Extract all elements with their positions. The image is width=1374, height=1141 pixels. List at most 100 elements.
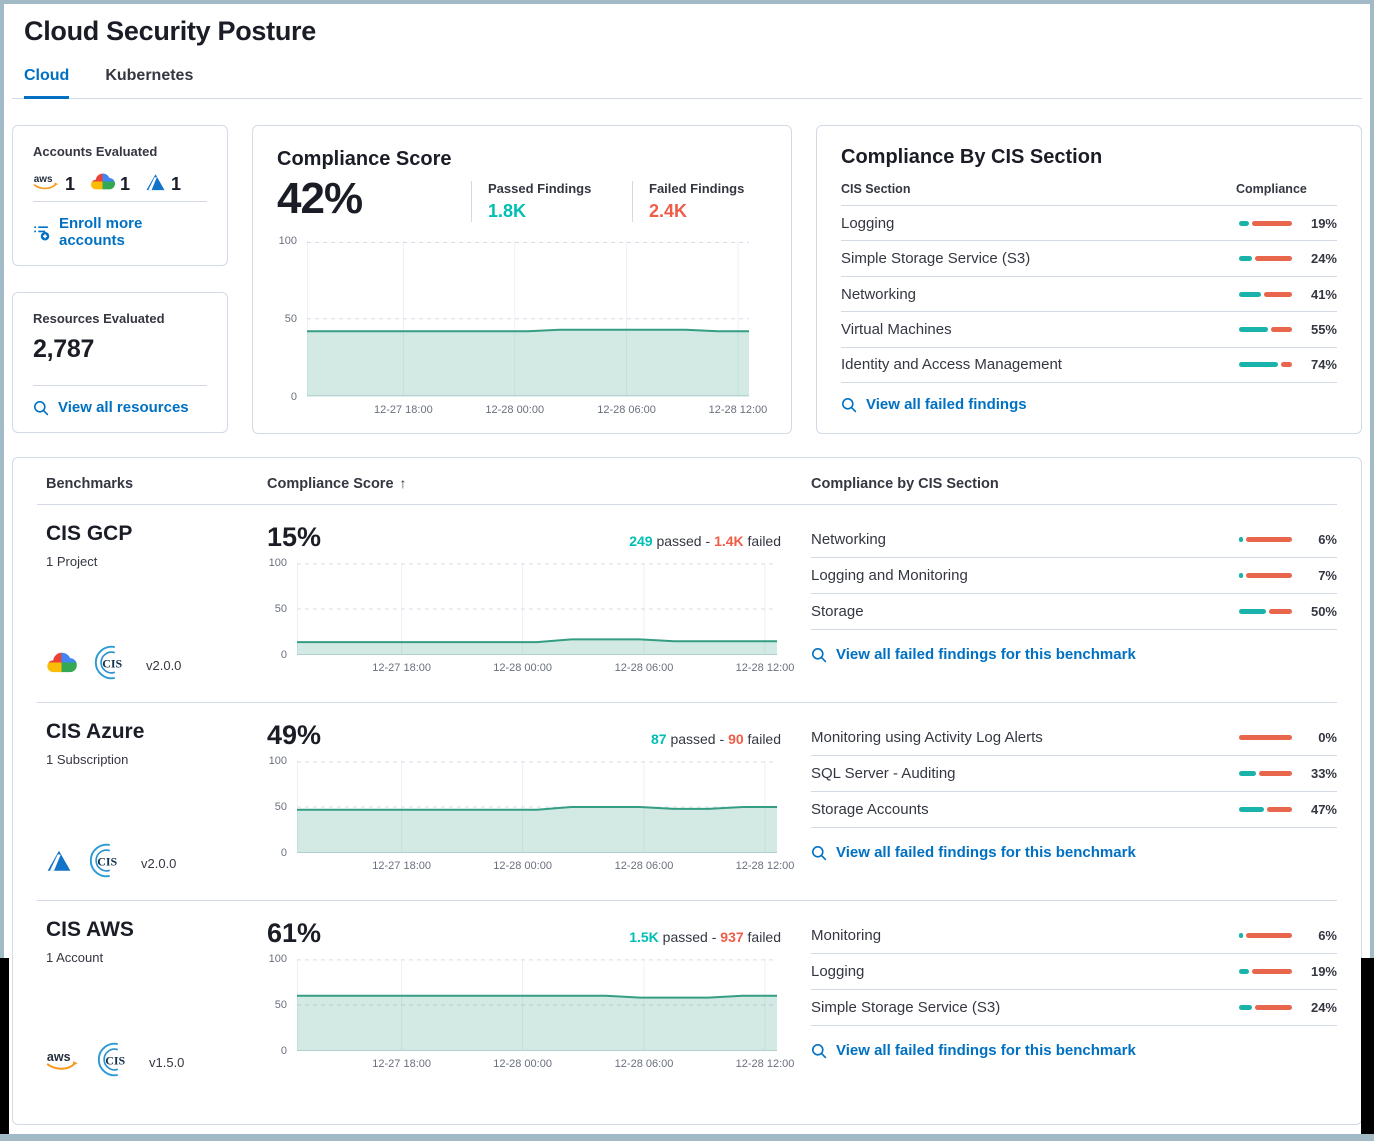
compliance-bar: [1239, 969, 1292, 974]
azure-logo-icon: [46, 849, 72, 877]
passed-failed-summary: 87 passed - 90 failed: [650, 731, 781, 747]
failed-findings-value: 2.4K: [649, 201, 688, 221]
passed-findings-value: 1.8K: [488, 201, 527, 221]
resources-evaluated-title: Resources Evaluated: [33, 311, 165, 326]
card-divider: [33, 201, 207, 202]
view-all-resources-link[interactable]: View all resources: [33, 399, 207, 416]
cis-section-row: Networking 6%: [811, 522, 1337, 558]
benchmark-row-cis-azure: CIS Azure 1 Subscription CIS v2.0.0: [37, 703, 1337, 901]
benchmark-row-cis-aws: CIS AWS 1 Account aws CIS v1.5.0 61: [37, 901, 1337, 1099]
view-failed-findings-benchmark-link[interactable]: View all failed findings for this benchm…: [811, 844, 1337, 861]
compliance-bar: [1239, 771, 1292, 776]
benchmark-version: v1.5.0: [149, 1054, 185, 1070]
compliance-bar: [1239, 609, 1292, 614]
cis-section-row: Monitoring 6%: [811, 918, 1337, 954]
page-title: Cloud Security Posture: [24, 16, 316, 46]
compliance-by-cis-section-card: Compliance By CIS Section CIS Section Co…: [816, 125, 1362, 434]
enroll-more-accounts-link[interactable]: Enroll more accounts: [33, 215, 207, 249]
benchmarks-column-header: Benchmarks: [46, 475, 134, 492]
compliance-score-column-header[interactable]: Compliance Score ↑: [267, 475, 407, 492]
search-icon: [811, 1043, 827, 1059]
compliance-bar: [1239, 256, 1292, 262]
compliance-bar: [1239, 933, 1292, 938]
benchmark-row-cis-gcp: CIS GCP 1 Project CIS v2.0.0 15%: [37, 505, 1337, 703]
cis-section-row: Virtual Machines 55%: [841, 312, 1337, 348]
gcp-logo-icon: [90, 172, 116, 196]
benchmark-trend-chart: 100 50 0 12-27 18:00 12-28 00:00 12-28 06:00 1…: [268, 953, 795, 1070]
compliance-bar: [1239, 807, 1292, 812]
sort-ascending-icon: ↑: [399, 475, 407, 491]
cis-section-row: Simple Storage Service (S3) 24%: [841, 241, 1337, 277]
enroll-accounts-icon: [33, 224, 50, 241]
cis-section-row: Logging 19%: [841, 206, 1337, 242]
cis-section-row: Storage 50%: [811, 594, 1337, 630]
compliance-bar: [1239, 735, 1292, 740]
azure-logo-icon: [145, 173, 166, 196]
view-failed-findings-benchmark-link[interactable]: View all failed findings for this benchm…: [811, 1042, 1337, 1059]
cis-section-column-header: Compliance by CIS Section: [811, 475, 999, 492]
screen-edge-black-right: [1361, 958, 1374, 1134]
tab-kubernetes[interactable]: Kubernetes: [105, 67, 194, 84]
benchmark-scope: 1 Account: [46, 950, 104, 965]
compliance-bar: [1239, 291, 1292, 297]
benchmarks-table-header: Benchmarks Compliance Score ↑ Compliance …: [37, 458, 1337, 505]
benchmark-version: v2.0.0: [146, 657, 182, 673]
benchmark-scope: 1 Project: [46, 554, 98, 569]
cis-section-row: Monitoring using Activity Log Alerts 0%: [811, 720, 1337, 756]
compliance-column-header: Compliance: [1236, 182, 1307, 196]
cis-section-row: SQL Server - Auditing 33%: [811, 756, 1337, 792]
card-divider: [33, 385, 207, 386]
cis-section-row: Storage Accounts 47%: [811, 792, 1337, 828]
gcp-accounts-count: 1: [90, 172, 130, 196]
compliance-bar: [1239, 220, 1292, 226]
cis-benchmark-logo-icon: CIS: [93, 644, 130, 686]
tab-bar: Cloud Kubernetes: [12, 67, 1362, 99]
aws-logo-icon: aws: [46, 1049, 80, 1076]
search-icon: [811, 845, 827, 861]
screen-edge-black-left: [0, 958, 9, 1134]
passed-findings-stat: Passed Findings 1.8K: [471, 181, 606, 222]
aws-accounts-count: aws 1: [33, 173, 76, 195]
benchmark-name: CIS GCP: [46, 522, 133, 545]
gcp-logo-icon: [46, 651, 77, 679]
svg-text:aws: aws: [47, 1049, 71, 1063]
cis-section-row: Logging and Monitoring 7%: [811, 558, 1337, 594]
tab-cloud[interactable]: Cloud: [24, 67, 70, 99]
compliance-score-card: Compliance Score 42% Passed Findings 1.8…: [252, 125, 792, 434]
aws-logo-icon: aws: [33, 173, 60, 195]
cis-section-row: Logging 19%: [811, 954, 1337, 990]
benchmark-score: 15%: [267, 522, 322, 552]
compliance-bar: [1239, 326, 1292, 332]
search-icon: [33, 400, 49, 416]
failed-findings-stat: Failed Findings 2.4K: [632, 181, 767, 222]
cis-section-row: Identity and Access Management 74%: [841, 348, 1337, 384]
compliance-bar: [1239, 573, 1292, 578]
benchmark-name: CIS Azure: [46, 720, 145, 743]
accounts-evaluated-title: Accounts Evaluated: [33, 144, 158, 159]
cis-section-column-header: CIS Section: [841, 182, 911, 196]
benchmarks-table: Benchmarks Compliance Score ↑ Compliance …: [12, 457, 1362, 1125]
cis-benchmark-logo-icon: CIS: [96, 1041, 133, 1083]
compliance-score-trend-chart: 100 50 0 12-27 18:00 12-28 00:00 12-28 06:00 1…: [278, 235, 768, 416]
svg-text:aws: aws: [34, 174, 53, 185]
view-all-failed-findings-link[interactable]: View all failed findings: [841, 396, 1337, 413]
resources-evaluated-card: Resources Evaluated 2,787 View all resou…: [12, 292, 228, 433]
benchmark-score: 61%: [267, 918, 322, 948]
cis-section-card-title: Compliance By CIS Section: [841, 146, 1103, 168]
compliance-bar: [1239, 362, 1292, 368]
benchmark-scope: 1 Subscription: [46, 752, 129, 767]
benchmark-score: 49%: [267, 720, 322, 750]
cis-section-row: Networking 41%: [841, 277, 1337, 313]
compliance-bar: [1239, 1005, 1292, 1010]
benchmark-name: CIS AWS: [46, 918, 134, 941]
cloud-security-posture-page: Cloud Security Posture Cloud Kubernetes …: [4, 4, 1370, 1134]
compliance-score-title: Compliance Score: [277, 148, 452, 170]
passed-failed-summary: 249 passed - 1.4K failed: [629, 533, 781, 549]
compliance-bar: [1239, 537, 1292, 542]
cis-table-header: CIS Section Compliance: [841, 182, 1337, 206]
cis-section-row: Simple Storage Service (S3) 24%: [811, 990, 1337, 1026]
svg-text:CIS: CIS: [105, 1053, 125, 1067]
benchmark-trend-chart: 100 50 0 12-27 18:00 12-28 00:00 12-28 06:00 1…: [268, 755, 795, 872]
view-failed-findings-benchmark-link[interactable]: View all failed findings for this benchm…: [811, 646, 1337, 663]
